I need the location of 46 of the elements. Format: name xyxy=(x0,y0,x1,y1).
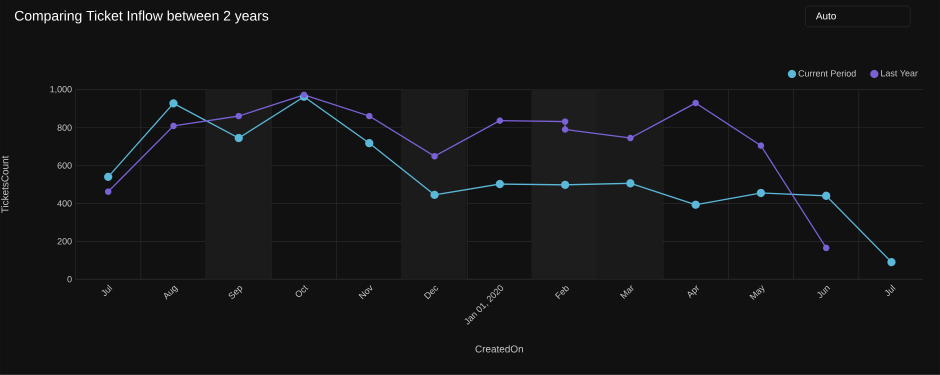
point xyxy=(496,180,504,188)
point xyxy=(365,139,374,148)
point xyxy=(104,188,112,195)
y-tick-label: 200 xyxy=(58,238,72,245)
x-tick-label: Jun xyxy=(817,286,830,298)
point xyxy=(170,122,177,130)
x-tick-label: Nov xyxy=(358,285,372,300)
point xyxy=(234,134,243,142)
point xyxy=(104,172,112,182)
point xyxy=(692,100,699,106)
x-tick-label: Jul xyxy=(102,284,112,296)
x-tick-label: Jul xyxy=(884,284,896,296)
y-tick-label: 0 xyxy=(67,276,72,282)
x-axis-title: CreatedOn xyxy=(476,345,523,353)
x-tick-label: Oct xyxy=(296,285,308,298)
point xyxy=(756,188,766,198)
y-tick-label: 800 xyxy=(58,124,72,131)
y-tick-label: 600 xyxy=(58,162,72,169)
y-tick-label: 400 xyxy=(57,200,72,207)
point xyxy=(627,134,634,142)
legend-label: Current Period xyxy=(798,70,856,77)
point xyxy=(366,112,373,120)
point xyxy=(430,190,439,200)
x-tick-label: Feb xyxy=(554,286,569,300)
text: Auto xyxy=(816,12,836,20)
chart-title: Comparing Ticket Inflow between 2 years xyxy=(14,10,268,24)
point xyxy=(431,153,438,160)
point xyxy=(758,142,764,149)
x-tick-label: Apr xyxy=(688,285,699,298)
point xyxy=(822,192,830,200)
x-tick-label: Mar xyxy=(620,285,634,299)
point xyxy=(887,258,896,266)
y-axis-title: TicketsCount xyxy=(1,156,8,214)
legend-label: Last Year xyxy=(881,70,918,76)
x-tick-label: Dec xyxy=(424,286,438,300)
point xyxy=(822,244,830,252)
point xyxy=(626,179,635,188)
y-tick-label: 1,000 xyxy=(50,86,72,94)
point xyxy=(169,99,178,108)
point xyxy=(692,200,700,209)
x-tick-label: Aug xyxy=(164,286,178,300)
x-tick-label: Sep xyxy=(228,286,242,299)
x-tick-label: May xyxy=(750,285,764,300)
point xyxy=(496,117,504,124)
point xyxy=(236,112,242,120)
point xyxy=(300,92,308,98)
